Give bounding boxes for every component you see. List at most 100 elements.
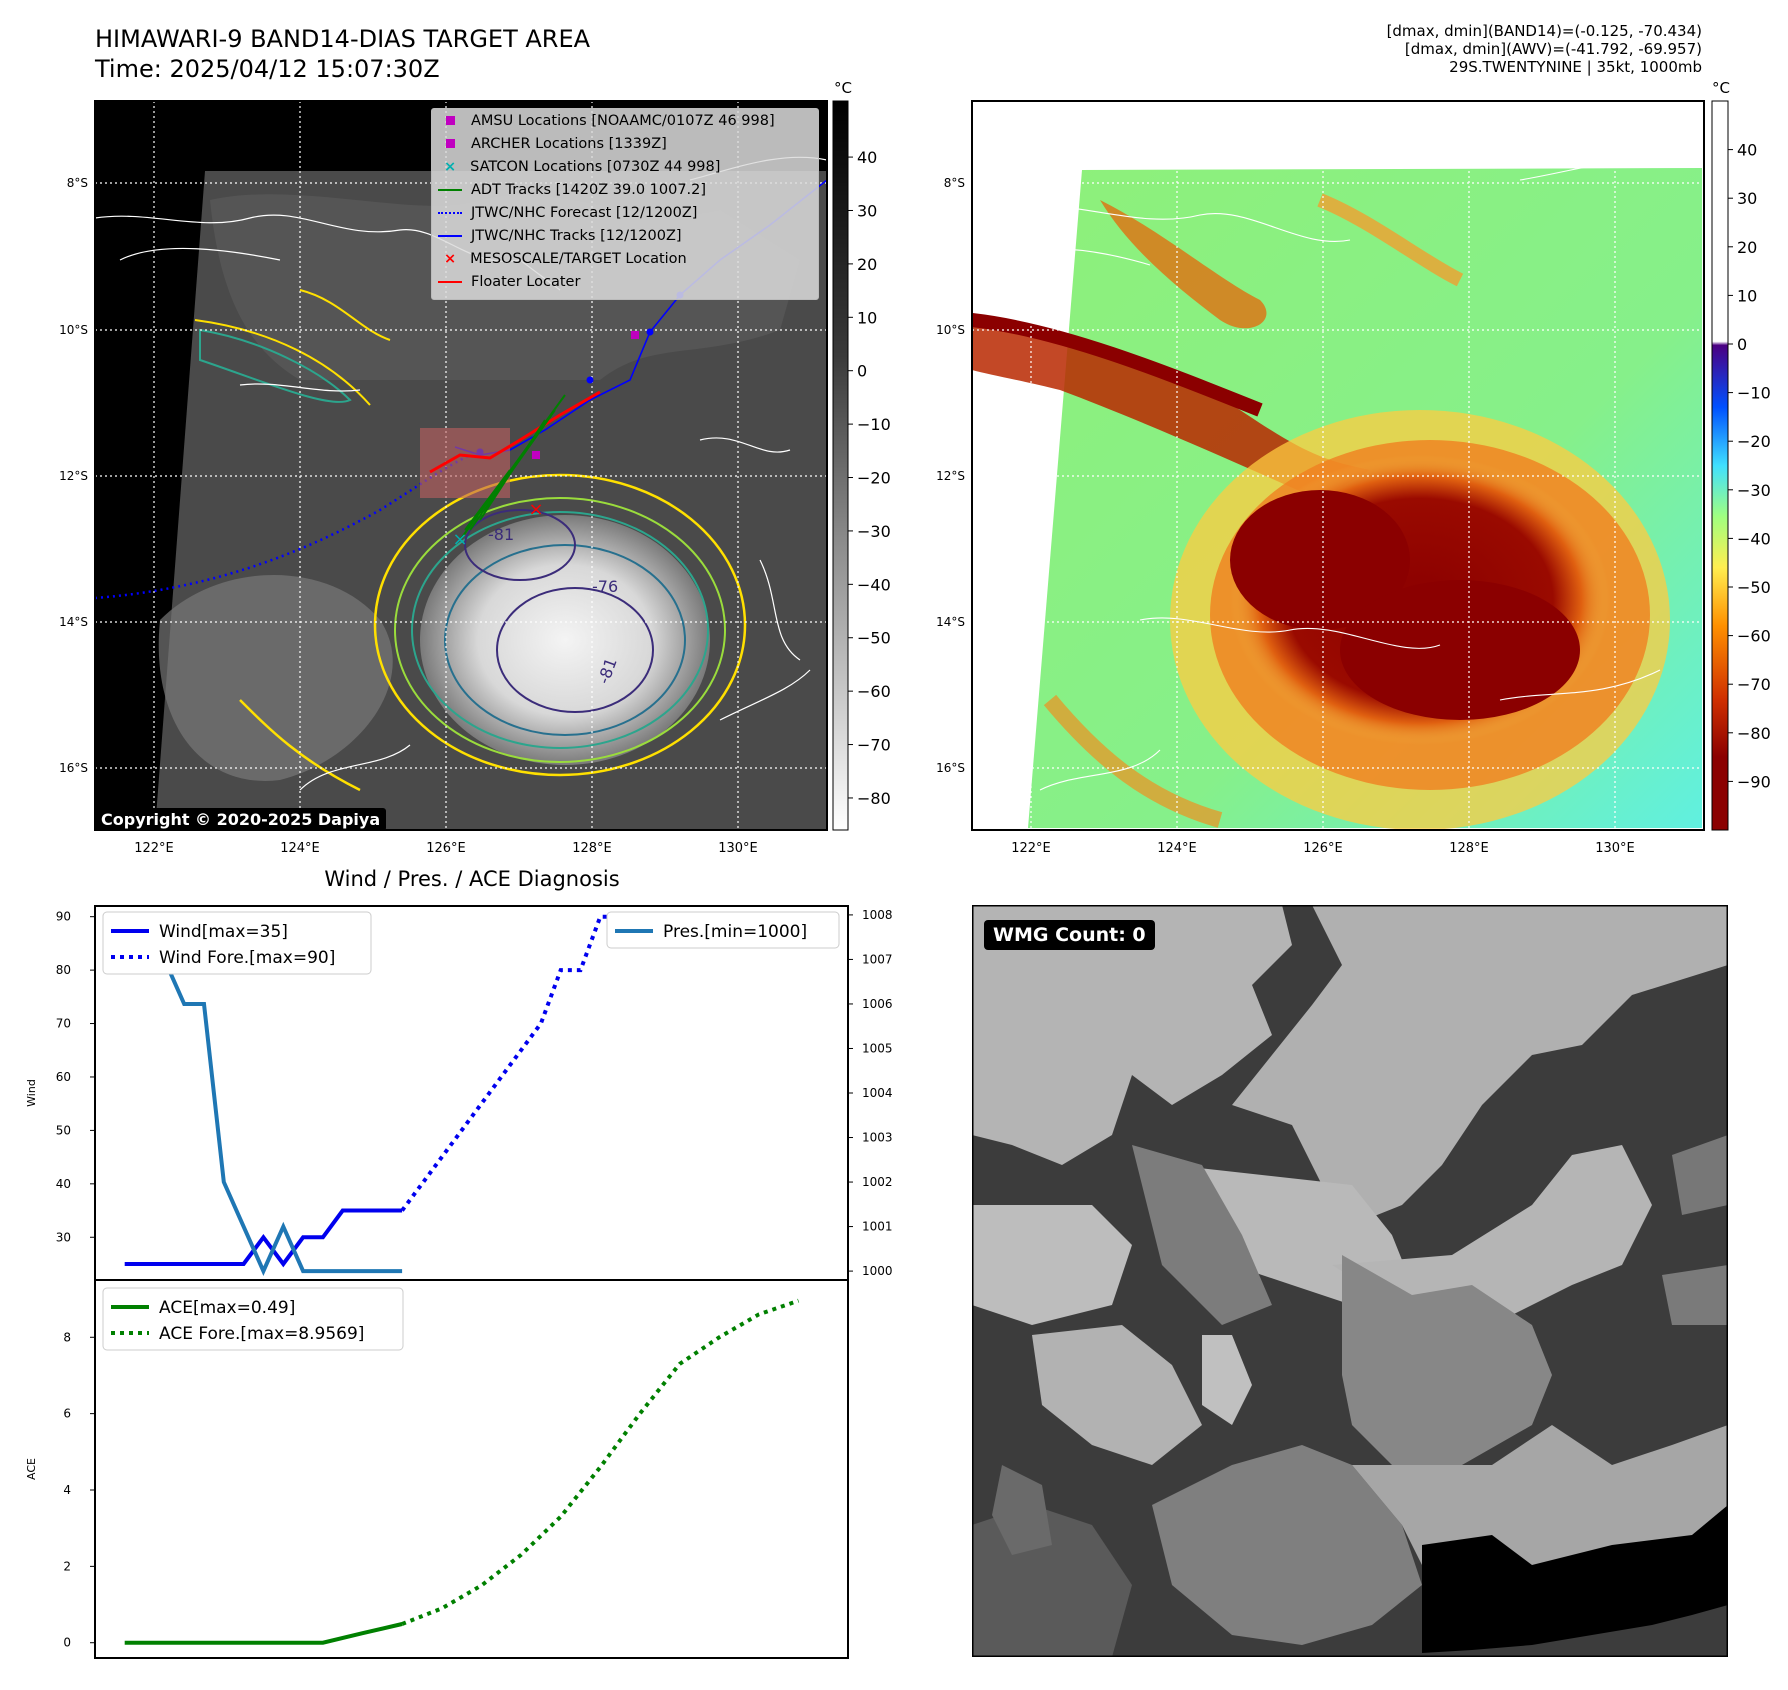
ace-chart-series-1: [401, 1298, 800, 1626]
floater-locater: [429, 390, 601, 474]
wind-chart-ytick-right-label-7: 1007: [862, 952, 893, 966]
wmg-count-badge: WMG Count: 0: [984, 920, 1155, 950]
wind-chart-legend-label-2: Pres.[min=1000]: [663, 922, 807, 942]
lat-label-12s: 12°S: [59, 469, 88, 483]
ir-colorbar-tick-label-1: 30: [857, 201, 877, 220]
dias-lat-label-16s: 16°S: [936, 761, 965, 775]
wmg-dark-region: [1422, 1505, 1728, 1653]
diagnosis-chart: Wind / Pres. / ACE Diagnosis 30405060708…: [25, 867, 893, 1659]
diagnosis-title: Wind / Pres. / ACE Diagnosis: [324, 867, 619, 891]
dias-lon-label-128e: 128°E: [1449, 841, 1489, 856]
dias-colorbar-tick-label-12: −80: [1737, 724, 1771, 743]
lat-label-10s: 10°S: [59, 323, 88, 337]
ace-chart-ytick-label-4: 8: [63, 1330, 71, 1344]
storm-info: [dmax, dmin](BAND14)=(-0.125, -70.434) […: [1387, 22, 1702, 76]
dias-lon-label-124e: 124°E: [1157, 841, 1197, 856]
contour-label-2: -76: [592, 577, 618, 596]
dias-colorbar-tick-label-10: −60: [1737, 627, 1771, 646]
amsu-marker: [532, 451, 540, 459]
dias-colorbar-tick-label-2: 20: [1737, 238, 1757, 257]
legend-jtwc-forecast: JTWC/NHC Forecast [12/1200Z]: [438, 205, 697, 221]
ir-colorbar: [832, 100, 849, 831]
lon-label-124e: 124°E: [280, 841, 320, 856]
wmg-panel: [972, 905, 1728, 1657]
archer-marker: [631, 331, 639, 339]
ir-colorbar-unit: °C: [834, 79, 852, 97]
dias-panel: 8°S 10°S 12°S 14°S 16°S 122°E 124°E 126°…: [936, 79, 1771, 856]
ir-colorbar-tick-label-3: 10: [857, 308, 877, 327]
copyright-badge: Copyright © 2020-2025 Dapiya: [95, 808, 387, 831]
ace-chart-legend-0: ACE[max=0.49] ACE Fore.[max=8.9569]: [102, 1287, 404, 1351]
ace-chart-legend-label-0: ACE[max=0.49]: [159, 1298, 295, 1318]
info-line-2: [dmax, dmin](AWV)=(-41.792, -69.957): [1404, 40, 1702, 58]
contour-label-1: -81: [488, 525, 514, 544]
wind-chart-legend-label-0: Wind[max=35]: [159, 922, 288, 942]
wind-chart-ytick-label-2: 50: [56, 1123, 71, 1137]
title-line-1: HIMAWARI-9 BAND14-DIAS TARGET AREA: [95, 25, 591, 53]
dias-lat-label-10s: 10°S: [936, 323, 965, 337]
lon-label-130e: 130°E: [718, 841, 758, 856]
wind-chart-ytick-right-label-0: 1000: [862, 1264, 893, 1278]
dias-colorbar-tick-label-4: 0: [1737, 335, 1747, 354]
ir-colorbar-tick-label-5: −10: [857, 415, 891, 434]
wind-chart-ytick-right-label-2: 1002: [862, 1175, 893, 1189]
wind-chart-ylabel: Wind: [25, 1079, 38, 1107]
ir-colorbar-tick-label-10: −60: [857, 682, 891, 701]
wind-chart-ytick-right-label-4: 1004: [862, 1086, 893, 1100]
title-line-2: Time: 2025/04/12 15:07:30Z: [95, 55, 440, 83]
ace-chart-ytick-label-2: 4: [63, 1483, 71, 1497]
ir-legend: AMSU Locations [NOAAMC/0107Z 46 998] ARC…: [431, 108, 819, 300]
target-location-marker: ×: [528, 499, 543, 520]
ace-chart-ytick-label-0: 0: [63, 1636, 71, 1650]
adt-tracks: [459, 394, 566, 541]
dias-colorbar-tick-label-0: 40: [1737, 141, 1757, 160]
dias-colorbar-tick-label-5: −10: [1737, 384, 1771, 403]
wind-chart-ytick-right-label-6: 1006: [862, 997, 893, 1011]
ir-colorbar-tick-label-6: −20: [857, 469, 891, 488]
dias-colorbar-tick-label-8: −40: [1737, 529, 1771, 548]
ace-chart-ylabel: ACE: [25, 1458, 38, 1480]
dias-lon-label-126e: 126°E: [1303, 841, 1343, 856]
dias-lat-label-12s: 12°S: [936, 469, 965, 483]
wind-chart-ytick-right-label-3: 1003: [862, 1131, 893, 1145]
dias-lon-label-122e: 122°E: [1011, 841, 1051, 856]
ace-chart-ytick-label-1: 2: [63, 1559, 71, 1573]
dias-coastlines: [989, 156, 1691, 791]
legend-archer: ARCHER Locations [1339Z]: [446, 136, 667, 152]
lon-label-128e: 128°E: [572, 841, 612, 856]
storm-cloud-core: [420, 515, 710, 765]
dias-lat-label-14s: 14°S: [936, 615, 965, 629]
legend-jtwc-tracks: JTWC/NHC Tracks [12/1200Z]: [438, 228, 682, 244]
ir-colorbar-tick-label-9: −50: [857, 629, 891, 648]
dias-colorbar-tick-label-1: 30: [1737, 189, 1757, 208]
wind-chart-ytick-label-3: 60: [56, 1070, 71, 1084]
dias-colorbar-tick-label-3: 10: [1737, 286, 1757, 305]
legend-adt: ADT Tracks [1420Z 39.0 1007.2]: [438, 182, 706, 198]
dias-lat-label-8s: 8°S: [944, 176, 965, 190]
legend-target: × MESOSCALE/TARGET Location: [444, 251, 687, 267]
wind-chart-legend-label-1: Wind Fore.[max=90]: [159, 948, 335, 968]
lat-label-14s: 14°S: [59, 615, 88, 629]
wind-chart-ytick-label-6: 90: [56, 910, 71, 924]
ir-colorbar-tick-label-8: −40: [857, 575, 891, 594]
ir-colorbar-tick-label-0: 40: [857, 148, 877, 167]
dias-colorbar-tick-label-11: −70: [1737, 675, 1771, 694]
ir-colorbar-tick-label-12: −80: [857, 789, 891, 808]
ir-colorbar-ticks: 40 30 20 10 0 −10 −20 −30 −40 −50 −60 −70 −80: [848, 148, 891, 808]
wind-chart-legend-1: Pres.[min=1000]: [606, 911, 840, 949]
wind-chart-series-0: [124, 1208, 403, 1268]
info-line-3: 29S.TWENTYNINE | 35kt, 1000mb: [1449, 58, 1702, 76]
wind-chart-ytick-label-0: 30: [56, 1230, 71, 1244]
ir-colorbar-tick-label-2: 20: [857, 255, 877, 274]
ace-axes: 0 2 4 6 8 ACE ACE[max=0.49] ACE Fore.[max=8.956…: [25, 1279, 849, 1659]
wind-chart-legend-0: Wind[max=35] Wind Fore.[max=90]: [102, 911, 372, 975]
wind-chart-ytick-label-1: 40: [56, 1177, 71, 1191]
ace-chart-ytick-label-3: 6: [63, 1407, 71, 1421]
ace-chart-frame: [94, 1279, 849, 1659]
dias-colorbar-unit: °C: [1712, 79, 1730, 97]
ir-colorbar-tick-label-11: −70: [857, 736, 891, 755]
info-line-1: [dmax, dmin](BAND14)=(-0.125, -70.434): [1386, 22, 1702, 40]
dias-colorbar-tick-label-13: −90: [1737, 772, 1771, 791]
ace-chart-legend-label-1: ACE Fore.[max=8.9569]: [159, 1324, 364, 1344]
dias-colorbar-tick-label-6: −20: [1737, 432, 1771, 451]
